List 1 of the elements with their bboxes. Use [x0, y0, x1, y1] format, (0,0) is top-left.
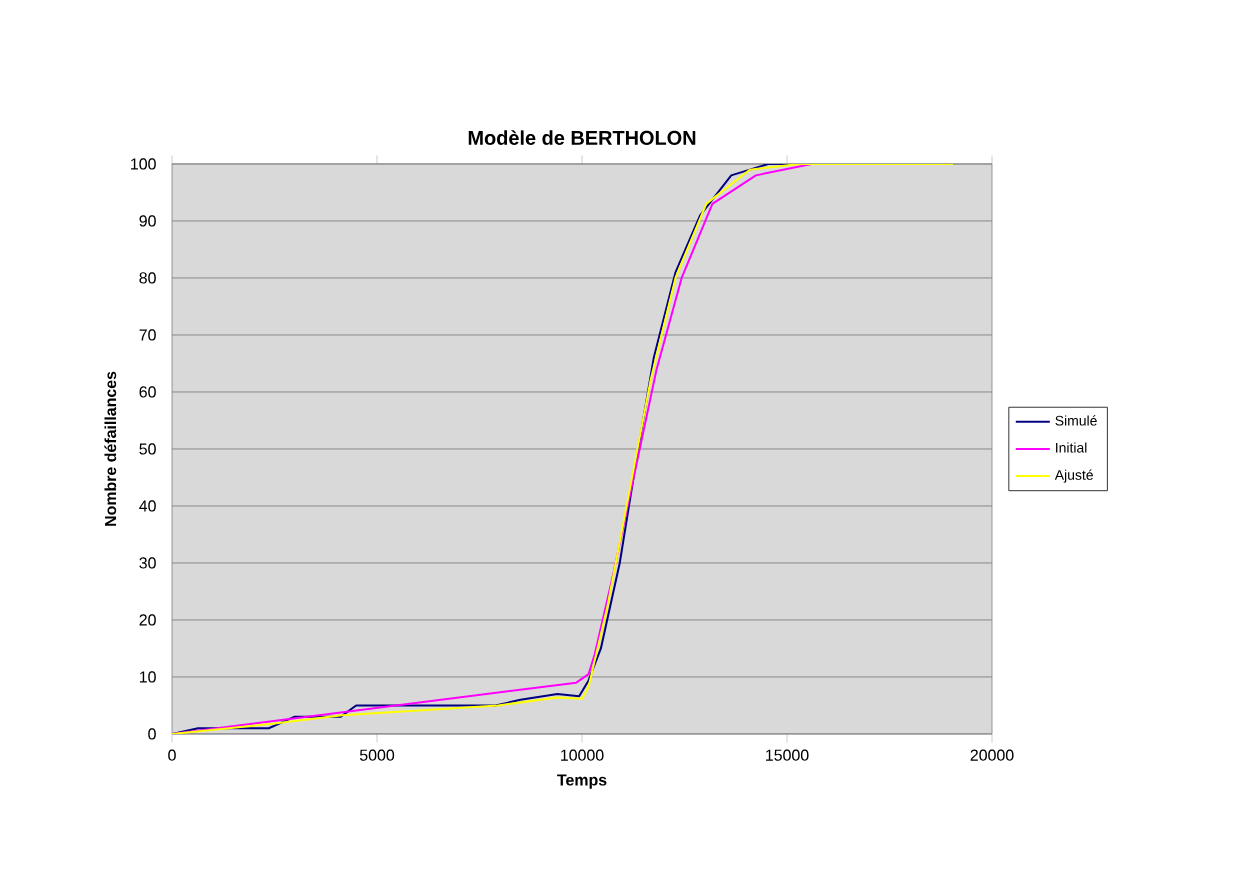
chart-title: Modèle de BERTHOLON: [468, 130, 696, 145]
